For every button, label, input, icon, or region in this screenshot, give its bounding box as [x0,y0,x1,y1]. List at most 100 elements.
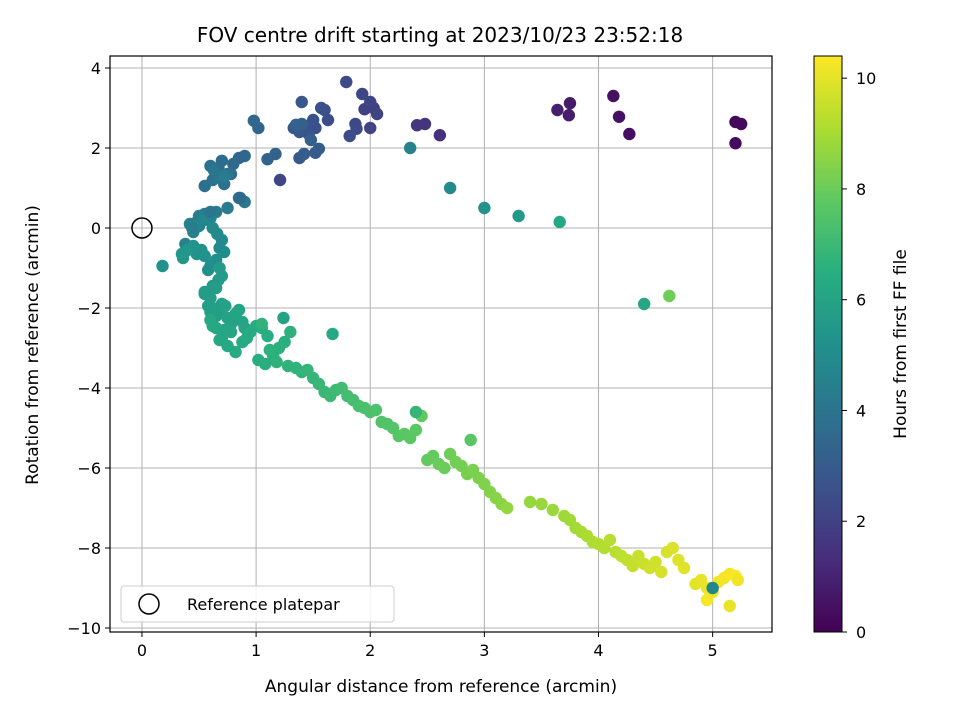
data-point [612,110,626,124]
data-point [562,109,576,122]
y-axis-ticks: −10 −8 −6 −4 −2 0 2 4 [67,59,110,638]
x-axis-label: Angular distance from reference (arcmin) [265,677,617,697]
scatter-points [156,75,748,613]
data-point [369,403,383,417]
data-point [277,311,290,325]
data-point [289,118,303,131]
chart-title: FOV centre drift starting at 2023/10/23 … [197,23,683,47]
data-point [261,329,274,343]
legend-box [120,585,395,623]
x-axis-ticks: 0 1 2 3 4 5 [137,632,718,660]
data-point [356,87,369,101]
data-point [603,533,617,547]
data-point [410,119,424,132]
y-tick-label: −8 [77,539,101,558]
data-point [370,107,384,121]
data-point [261,153,274,166]
data-point [247,114,261,128]
data-point [706,581,719,595]
legend-marker [138,593,160,615]
data-point [270,355,283,369]
x-tick-label: 4 [593,641,603,660]
data-point [273,173,287,187]
y-tick-label: 0 [91,219,101,238]
colorbar-tick-label: 2 [856,512,866,531]
data-point [213,261,226,275]
x-tick-label: 2 [365,641,375,660]
data-point [649,555,662,569]
data-point [278,335,291,349]
x-tick-label: 0 [137,641,147,660]
data-point [677,561,691,575]
data-point [666,541,679,555]
y-tick-label: 4 [91,59,101,78]
data-point [263,343,276,357]
data-point [729,137,742,150]
data-point [284,325,297,339]
data-point [204,313,217,327]
data-point [255,317,269,331]
y-tick-label: 2 [91,139,101,158]
data-point [312,142,326,155]
data-point [512,209,525,223]
data-point [227,157,240,171]
data-point [433,129,447,142]
data-point [551,103,564,117]
colorbar-label: Hours from first FF file [891,249,911,439]
data-point [304,133,318,147]
plot-frame [109,55,773,633]
data-point [535,497,548,511]
data-point [553,215,566,229]
data-point [209,281,223,295]
data-point [343,129,356,143]
data-point [364,121,377,135]
data-point [734,117,748,131]
data-point [219,299,232,313]
colorbar-tick-label: 8 [856,180,866,199]
data-point [563,97,577,110]
y-axis-label: Rotation from reference (arcmin) [23,205,43,485]
data-point [731,573,744,587]
data-point [637,297,651,311]
colorbar-tick-label: 6 [856,291,866,310]
colorbar-tick-label: 4 [856,401,866,420]
data-point [501,501,514,515]
x-tick-label: 3 [479,641,489,660]
x-tick-label: 1 [251,641,261,660]
data-point [232,303,246,317]
data-point [443,181,457,195]
data-point [663,289,676,303]
data-point [655,565,668,579]
reference-marker [131,217,153,239]
colorbar-tick-label: 10 [856,69,876,88]
data-point [607,89,620,103]
data-point [201,263,215,277]
colorbar-gradient [813,55,843,633]
data-point [207,163,221,177]
data-point [175,247,189,261]
data-point [217,245,231,259]
data-point [340,75,353,89]
data-point [326,327,339,341]
data-point [185,221,199,235]
data-point [700,593,714,607]
x-tick-label: 5 [708,641,718,660]
data-point [295,95,308,109]
y-tick-label: −10 [67,619,101,638]
data-point [156,259,169,273]
legend: Reference platepar [120,585,395,623]
y-tick-label: −4 [77,379,101,398]
colorbar: 0 2 4 6 8 10 Hours from first FF file [813,55,911,642]
data-point [438,461,451,475]
data-point [198,287,211,301]
y-tick-label: −2 [77,299,101,318]
data-point [409,423,423,437]
data-point [204,205,217,219]
colorbar-tick-label: 0 [856,623,866,642]
data-point [409,405,423,419]
data-point [478,201,491,215]
data-point [297,147,311,161]
data-point [233,191,247,205]
grid-lines [110,56,772,632]
